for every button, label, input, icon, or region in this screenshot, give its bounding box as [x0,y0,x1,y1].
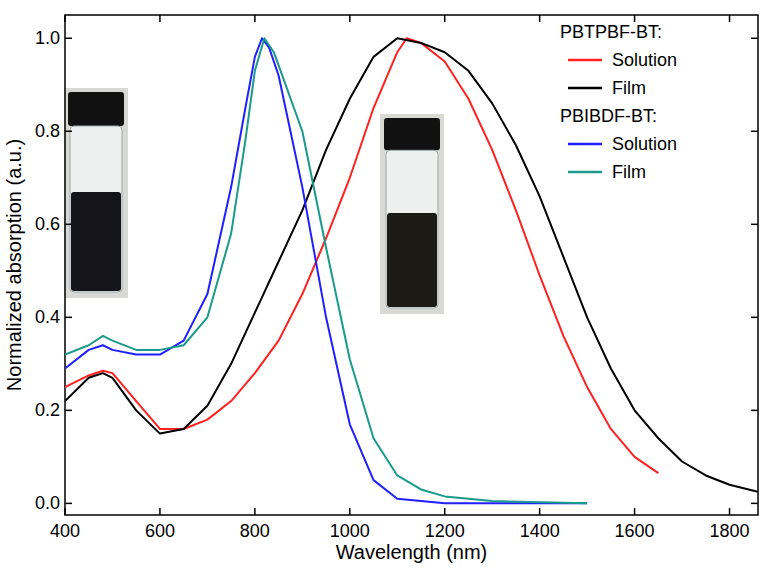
x-tick-label: 1000 [330,521,370,541]
legend-group: PBTPBF-BT: [560,22,662,42]
y-tick-label: 0.2 [35,400,60,420]
vial-photo [380,114,444,314]
vial-cap [68,92,124,126]
y-tick [65,131,72,133]
y-tick-right [751,503,758,505]
x-tick-top [729,15,731,22]
x-tick-top [64,15,66,22]
series-line [65,38,758,491]
x-tick [729,508,731,515]
y-tick-label: 1.0 [35,28,60,48]
y-tick-right [751,38,758,40]
y-tick [65,503,72,505]
x-tick-label: 1200 [425,521,465,541]
legend-swatch [568,87,602,90]
y-tick-label: 0.8 [35,121,60,141]
y-tick-right [751,410,758,412]
legend-label: Film [612,162,646,182]
x-tick-label: 1400 [520,521,560,541]
y-tick-label: 0.0 [35,493,60,513]
y-tick [65,410,72,412]
chart: 400 600 800 1000 1200 1400 1600 1800 0.0 0.2 0.4 0.… [0,0,765,573]
vial-cap [384,118,440,150]
y-tick-label: 0.6 [35,214,60,234]
legend-swatch [568,59,602,62]
x-tick-top [634,15,636,22]
legend-swatch [568,171,602,174]
x-tick-label: 800 [240,521,270,541]
series-line [65,38,587,503]
x-tick [349,508,351,515]
x-tick-top [349,15,351,22]
x-tick-top [539,15,541,22]
x-tick [254,508,256,515]
plot-frame [65,15,758,515]
y-tick-label: 0.4 [35,307,60,327]
legend-label: Solution [612,50,677,70]
photo-bg [380,114,444,314]
photo-bg [64,88,128,298]
x-tick [159,508,161,515]
y-tick-right [751,224,758,226]
x-tick [634,508,636,515]
x-tick-top [159,15,161,22]
lines [65,38,758,503]
legend-label: Film [612,78,646,98]
y-tick-right [751,131,758,133]
x-axis-title: Wavelength (nm) [336,541,488,563]
x-tick-label: 1600 [615,521,655,541]
y-axis-title: Normalized absorption (a.u.) [3,139,25,391]
vial-liquid [71,192,121,291]
series-line [65,38,587,503]
y-tick [65,38,72,40]
x-tick-label: 600 [145,521,175,541]
vial-photo [64,88,128,298]
vial-glass [386,150,438,308]
x-tick [64,508,66,515]
vial-liquid [387,213,437,307]
series-line [65,38,658,473]
x-tick [539,508,541,515]
y-tick [65,224,72,226]
legend-label: Solution [612,134,677,154]
x-tick-top [254,15,256,22]
y-tick-right [751,317,758,319]
x-tick-label: 1800 [709,521,749,541]
legend-swatch [568,143,602,146]
x-tick-label: 400 [50,521,80,541]
x-tick [444,508,446,515]
legend-group: PBIBDF-BT: [560,106,657,126]
y-tick [65,317,72,319]
vial-glass [70,126,122,292]
legend: PBTPBF-BT: Solution Film PBIBDF-BT: Solution… [560,22,677,182]
x-tick-top [444,15,446,22]
